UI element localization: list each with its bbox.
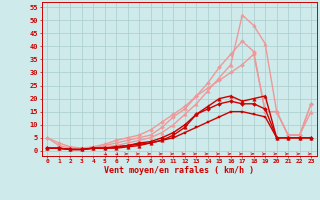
X-axis label: Vent moyen/en rafales ( km/h ): Vent moyen/en rafales ( km/h ) <box>104 166 254 175</box>
